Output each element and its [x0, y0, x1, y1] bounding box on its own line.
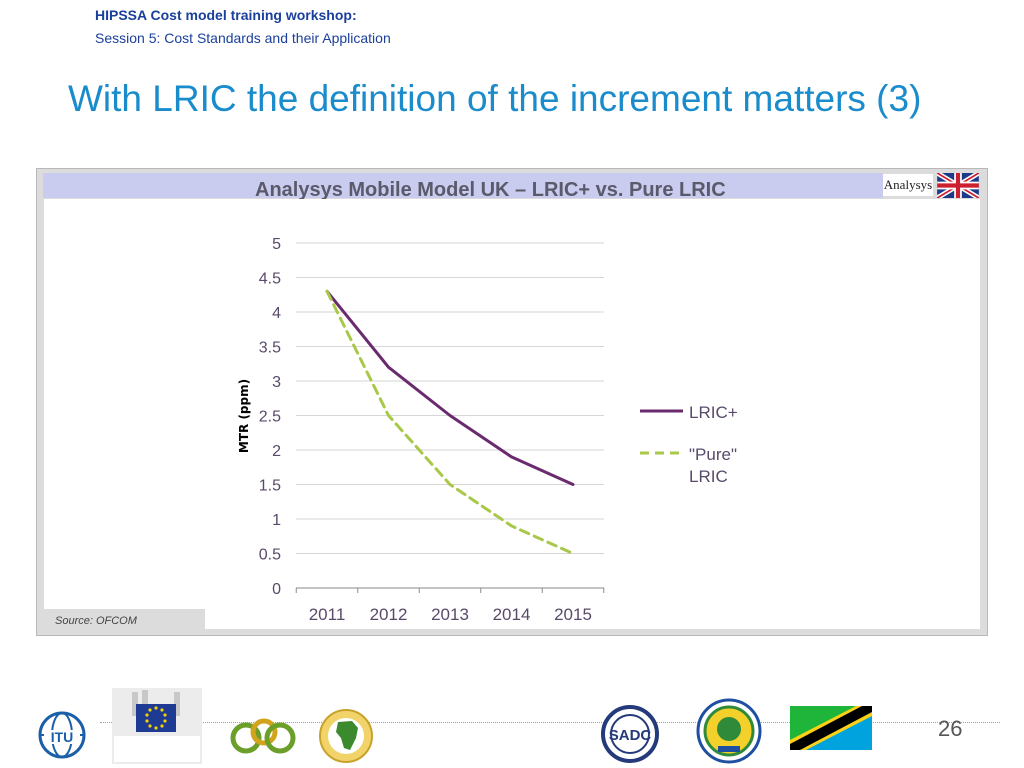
african-union-logo [319, 709, 373, 763]
x-tick-label: 2014 [493, 605, 531, 624]
x-tick-label: 2013 [431, 605, 469, 624]
eac-logo [696, 698, 762, 764]
y-tick-label: 0 [272, 581, 281, 598]
source-box: Source: OFCOM [43, 609, 205, 633]
svg-text:ITU: ITU [51, 729, 74, 745]
series-line-pure-lric [325, 289, 575, 555]
chart-panel: Analysys Mobile Model UK – LRIC+ vs. Pur… [36, 168, 988, 636]
x-tick-label: 2015 [554, 605, 592, 624]
itu-logo: ITU [38, 711, 86, 759]
svg-text:SADC: SADC [609, 727, 652, 744]
page-number: 26 [938, 716, 963, 741]
workshop-header: HIPSSA Cost model training workshop: [95, 7, 357, 23]
y-tick-label: 1.5 [259, 478, 281, 495]
y-tick-label: 5 [272, 236, 281, 253]
source-label: Source: OFCOM [55, 615, 137, 627]
chart-area [44, 199, 980, 629]
y-tick-label: 4.5 [259, 271, 281, 288]
uk-flag-icon [937, 173, 979, 198]
legend-label-pure-lric: "Pure" LRIC [689, 445, 737, 486]
tanzania-flag-icon [790, 706, 872, 750]
x-tick-label: 2012 [370, 605, 408, 624]
analysys-logo: Analysys [883, 174, 933, 196]
y-tick-label: 3.5 [259, 340, 281, 357]
y-tick-label: 1 [272, 512, 281, 529]
y-tick-label: 0.5 [259, 547, 281, 564]
footer-divider [100, 722, 1000, 723]
sadc-logo: SADC [601, 705, 659, 763]
y-tick-label: 2.5 [259, 409, 281, 426]
chart-banner: Analysys Mobile Model UK – LRIC+ vs. Pur… [43, 173, 883, 201]
x-tick-label: 2011 [309, 605, 346, 624]
y-tick-label: 2 [272, 443, 281, 460]
acp-logo [230, 718, 296, 754]
y-tick-label: 4 [272, 305, 281, 322]
y-tick-label: 3 [272, 374, 281, 391]
session-subheader: Session 5: Cost Standards and their Appl… [95, 30, 391, 46]
slide-title: With LRIC the definition of the incremen… [68, 78, 922, 119]
chart-title: Analysys Mobile Model UK – LRIC+ vs. Pur… [255, 179, 726, 201]
legend-label-lric-plus: LRIC+ [689, 403, 738, 422]
european-commission-logo [112, 688, 202, 764]
y-axis-label: MTR (ppm) [237, 379, 251, 453]
series-line-lric-plus [325, 289, 575, 486]
